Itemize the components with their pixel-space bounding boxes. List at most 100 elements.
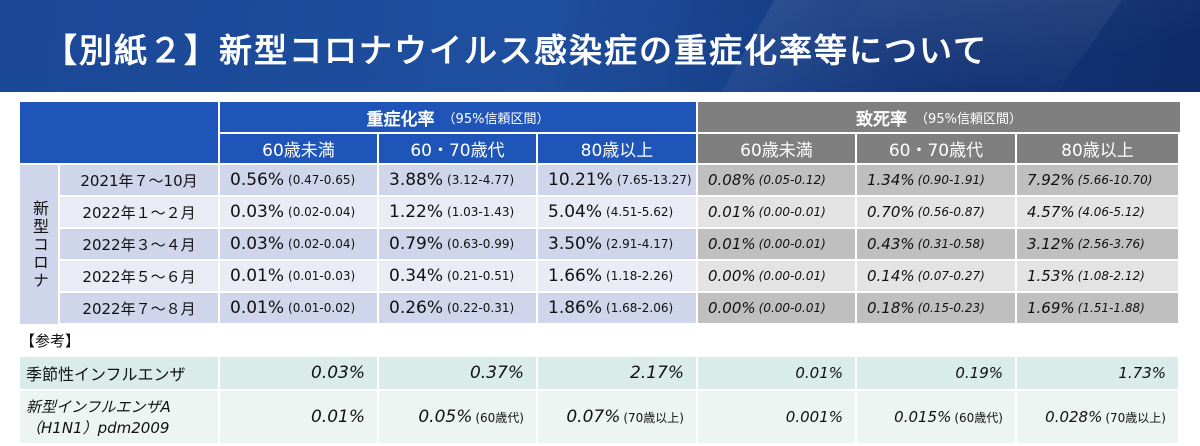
severity-rate: 3.88%: [389, 170, 444, 190]
period-cell: 2022年７～８月: [60, 293, 218, 323]
title-banner: 【別紙２】新型コロナウイルス感染症の重症化率等について: [0, 0, 1200, 92]
age-header-label: 80歳以上: [1061, 141, 1134, 161]
fatality-ci: (0.05-0.12): [758, 173, 826, 187]
pandemic-fatality-rate: 0.028%: [1045, 408, 1103, 426]
severity-rate: 5.04%: [548, 202, 603, 222]
fatality-value-cell: 1.69% (1.51-1.88): [1017, 293, 1178, 323]
severity-value-cell: 1.86% (1.68-2.06): [538, 293, 696, 323]
fatality-rate: 0.01%: [708, 203, 756, 221]
fatality-ci: (0.00-0.01): [758, 237, 826, 251]
pandemic-age-note: (60歳代): [475, 410, 524, 425]
fatality-ci: (0.00-0.01): [758, 269, 826, 283]
pandemic-severity-rate: 0.05%: [418, 407, 473, 427]
fatality-rate: 0.01%: [708, 235, 756, 253]
severity-value-cell: 1.22% (1.03-1.43): [379, 197, 536, 227]
seasonal-severity-cell: 2.17%: [538, 357, 696, 389]
fatality-ci: (0.56-0.87): [917, 205, 985, 219]
period-label: 2022年３～４月: [82, 235, 196, 254]
severity-ci: (0.22-0.31): [447, 301, 515, 315]
severity-ci: (0.01-0.03): [288, 269, 356, 283]
fatality-value-cell: 0.14% (0.07-0.27): [857, 261, 1015, 291]
age-header-label: 60・70歳代: [888, 141, 984, 161]
period-label: 2022年７～８月: [82, 299, 196, 318]
severity-rate: 0.01%: [230, 298, 285, 318]
fatality-rate: 0.08%: [708, 171, 756, 189]
period-label: 2022年５～６月: [82, 267, 196, 286]
fatality-ci: (1.51-1.88): [1077, 301, 1145, 315]
seasonal-fatality-rate: 0.01%: [795, 364, 843, 382]
fatality-value-cell: 0.01% (0.00-0.01): [698, 197, 855, 227]
fatality-value-cell: 0.70% (0.56-0.87): [857, 197, 1015, 227]
age-header: 80歳以上: [538, 134, 696, 163]
severity-ci: (0.02-0.04): [288, 205, 356, 219]
fatality-ci: (0.00-0.01): [758, 205, 826, 219]
pandemic-flu-name-line1: 新型インフルエンザA: [26, 398, 171, 416]
severity-rate: 0.56%: [230, 170, 285, 190]
severity-value-cell: 1.66% (1.18-2.26): [538, 261, 696, 291]
severity-ci: (0.47-0.65): [288, 173, 356, 187]
severity-header-ci: （95%信頼区間）: [442, 111, 550, 127]
fatality-value-cell: 1.34% (0.90-1.91): [857, 165, 1015, 195]
age-header-label: 60・70歳代: [410, 141, 505, 161]
fatality-rate: 0.00%: [708, 267, 756, 285]
severity-ci: (0.02-0.04): [288, 237, 356, 251]
fatality-header: 致死率 （95%信頼区間）: [698, 102, 1180, 132]
fatality-rate: 1.69%: [1027, 299, 1075, 317]
age-header: 60・70歳代: [857, 134, 1015, 163]
fatality-rate: 0.14%: [867, 267, 915, 285]
age-header: 60・70歳代: [379, 134, 536, 163]
severity-rate: 1.86%: [548, 298, 603, 318]
severity-ci: (1.18-2.26): [606, 269, 674, 283]
period-cell: 2021年７～10月: [60, 165, 218, 195]
fatality-ci: (4.06-5.12): [1077, 205, 1145, 219]
severity-rate: 0.01%: [230, 266, 285, 286]
pandemic-fatality-cell: 0.015% (60歳代): [857, 391, 1015, 443]
pandemic-age-note: (70歳以上): [1105, 410, 1166, 425]
severity-value-cell: 0.79% (0.63-0.99): [379, 229, 536, 259]
age-header-label: 80歳以上: [580, 141, 654, 161]
fatality-ci: (0.31-0.58): [917, 237, 985, 251]
severity-rate: 1.66%: [548, 266, 603, 286]
fatality-rate: 4.57%: [1027, 203, 1075, 221]
fatality-ci: (2.56-3.76): [1077, 237, 1145, 251]
pandemic-age-note: (70歳以上): [623, 410, 684, 425]
pandemic-fatality-cell: 0.028% (70歳以上): [1017, 391, 1178, 443]
severity-rate: 1.22%: [389, 202, 444, 222]
fatality-header-ci: （95%信頼区間）: [915, 111, 1022, 127]
fatality-ci: (0.07-0.27): [917, 269, 985, 283]
severity-ci: (2.91-4.17): [606, 237, 674, 251]
period-cell: 2022年３～４月: [60, 229, 218, 259]
reference-label-cell: 【参考】: [20, 327, 218, 353]
seasonal-severity-cell: 0.03%: [220, 357, 377, 389]
fatality-rate: 7.92%: [1027, 171, 1075, 189]
severity-value-cell: 0.03% (0.02-0.04): [220, 197, 377, 227]
severity-ci: (0.63-0.99): [447, 237, 515, 251]
pandemic-severity-rate: 0.07%: [566, 407, 621, 427]
fatality-ci: (1.08-2.12): [1077, 269, 1145, 283]
severity-value-cell: 0.26% (0.22-0.31): [379, 293, 536, 323]
fatality-value-cell: 7.92% (5.66-10.70): [1017, 165, 1178, 195]
fatality-rate: 3.12%: [1027, 235, 1075, 253]
fatality-ci: (0.00-0.01): [758, 301, 826, 315]
severity-ci: (0.01-0.02): [288, 301, 356, 315]
fatality-rate: 0.18%: [867, 299, 915, 317]
seasonal-fatality-cell: 0.19%: [857, 357, 1015, 389]
fatality-ci: (0.90-1.91): [917, 173, 985, 187]
severity-ci: (7.65-13.27): [616, 173, 692, 187]
age-header: 80歳以上: [1017, 134, 1178, 163]
severity-ci: (3.12-4.77): [447, 173, 515, 187]
severity-ci: (1.03-1.43): [447, 205, 515, 219]
pandemic-severity-cell: 0.01%: [220, 391, 377, 443]
fatality-value-cell: 1.53% (1.08-2.12): [1017, 261, 1178, 291]
severity-value-cell: 0.01% (0.01-0.03): [220, 261, 377, 291]
seasonal-flu-name: 季節性インフルエンザ: [26, 365, 186, 384]
fatality-value-cell: 0.43% (0.31-0.58): [857, 229, 1015, 259]
pandemic-age-note: (60歳代): [954, 410, 1003, 425]
severity-value-cell: 0.34% (0.21-0.51): [379, 261, 536, 291]
pandemic-severity-cell: 0.05% (60歳代): [379, 391, 536, 443]
fatality-rate: 1.34%: [867, 171, 915, 189]
fatality-rate: 0.43%: [867, 235, 915, 253]
header-corner: [20, 102, 218, 163]
severity-value-cell: 0.03% (0.02-0.04): [220, 229, 377, 259]
pandemic-severity-rate: 0.01%: [310, 407, 365, 427]
